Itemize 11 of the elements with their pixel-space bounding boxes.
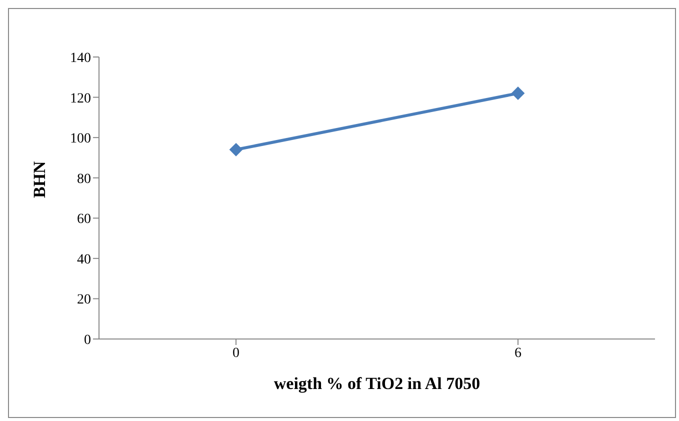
y-tick-label: 120 xyxy=(70,91,91,106)
x-axis-title: weigth % of TiO2 in Al 7050 xyxy=(274,374,480,393)
y-axis-title: BHN xyxy=(30,160,50,198)
y-tick-label: 0 xyxy=(84,332,91,348)
x-tick-label: 6 xyxy=(514,346,522,361)
y-tick-label: 20 xyxy=(77,292,91,308)
y-tick-label: 60 xyxy=(77,212,91,228)
y-tick-label: 40 xyxy=(77,252,91,268)
y-tick-label: 100 xyxy=(70,132,91,147)
y-tick-label: 140 xyxy=(70,50,91,66)
y-tick-label: 80 xyxy=(77,172,91,187)
